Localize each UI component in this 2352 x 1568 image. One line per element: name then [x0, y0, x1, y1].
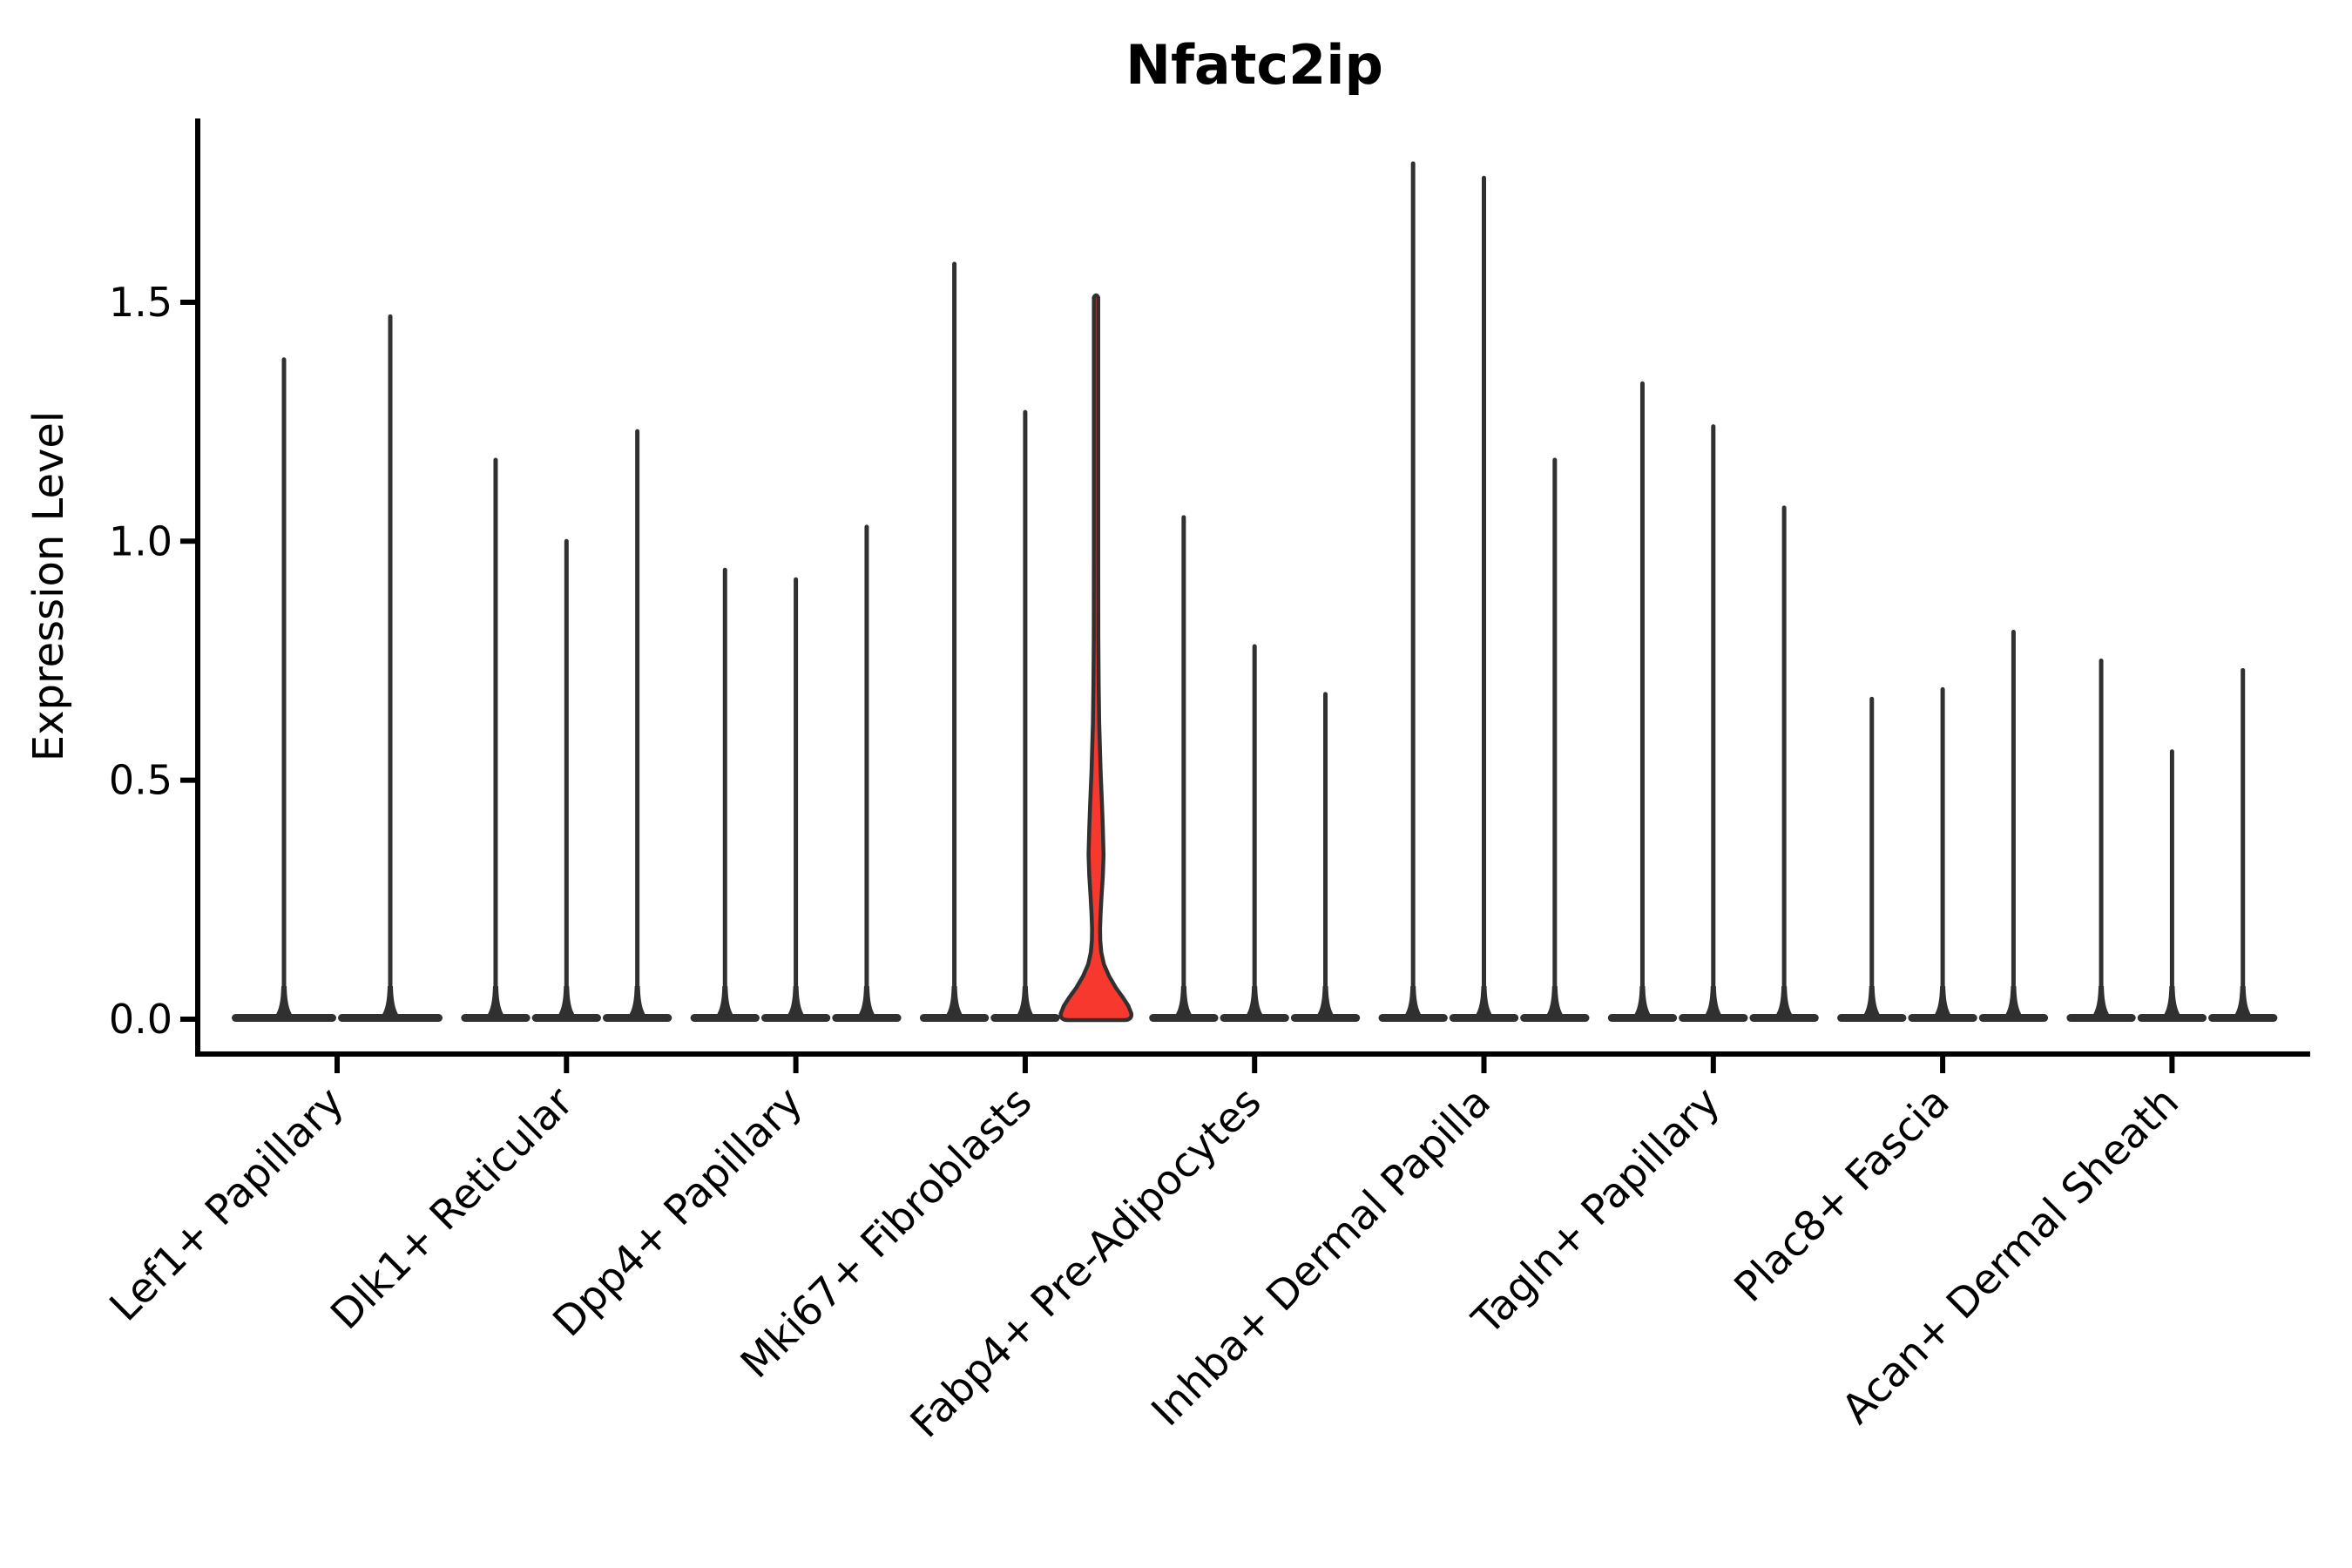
- y-tick-label: 1.5: [109, 279, 172, 326]
- violin-base: [1520, 1014, 1590, 1022]
- violin-base: [1607, 1014, 1678, 1022]
- plot-title: Nfatc2ip: [1125, 33, 1383, 97]
- y-axis-label: Expression Level: [24, 411, 73, 762]
- x-category-label: Tagln+ Papillary: [1463, 1078, 1729, 1345]
- violin-base: [531, 1014, 601, 1022]
- violin-base: [1978, 1014, 2049, 1022]
- violin-base: [1290, 1014, 1361, 1022]
- violin-base: [690, 1014, 760, 1022]
- x-category-label: Lef1+ Papillary: [101, 1078, 354, 1331]
- violin-base: [1378, 1014, 1448, 1022]
- violin-base: [602, 1014, 672, 1022]
- violin-base: [2066, 1014, 2136, 1022]
- y-tick-label: 1.0: [109, 517, 172, 564]
- highlighted-violin: [1058, 293, 1134, 1023]
- x-category-label: Dlk1+ Reticular: [321, 1078, 583, 1339]
- y-tick-label: 0.0: [109, 996, 172, 1043]
- violin-series: [232, 161, 2278, 1023]
- y-tick-label: 0.5: [109, 757, 172, 804]
- x-category-label: Plac8+ Fascia: [1726, 1078, 1959, 1312]
- x-category-label: Dpp4+ Papillary: [544, 1078, 812, 1347]
- violin-base: [990, 1014, 1060, 1022]
